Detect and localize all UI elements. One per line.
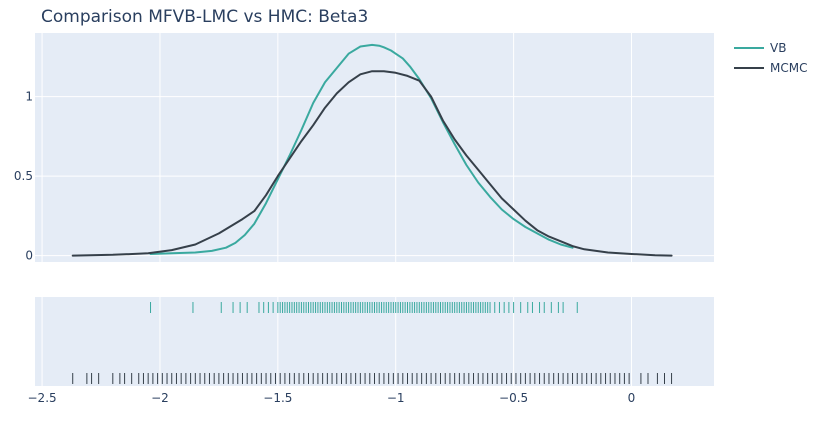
y-axis-ticks: 00.51 xyxy=(14,90,33,263)
y-tick-label: 1 xyxy=(25,90,33,104)
x-tick-label: −1.5 xyxy=(263,391,292,405)
x-tick-label: 0 xyxy=(628,391,636,405)
x-tick-label: −1 xyxy=(387,391,405,405)
x-tick-label: −2.5 xyxy=(28,391,57,405)
y-tick-label: 0 xyxy=(25,249,33,263)
density-lines xyxy=(71,43,673,257)
x-tick-label: −2 xyxy=(151,391,169,405)
rug-marks xyxy=(72,302,673,384)
series-line-vb xyxy=(149,43,574,255)
density-gridlines xyxy=(35,33,714,262)
series-line-mcmc xyxy=(71,70,673,257)
chart-title: Comparison MFVB-LMC vs HMC: Beta3 xyxy=(41,7,368,27)
legend-label: MCMC xyxy=(770,61,807,75)
x-tick-label: −0.5 xyxy=(499,391,528,405)
legend-label: VB xyxy=(770,41,786,55)
legend-item-mcmc[interactable]: MCMC xyxy=(734,61,807,75)
legend-item-vb[interactable]: VB xyxy=(734,41,786,55)
x-axis-ticks: −2.5 −2 −1.5 −1 −0.5 0 xyxy=(28,391,636,405)
y-tick-label: 0.5 xyxy=(14,169,33,183)
legend[interactable]: VB MCMC xyxy=(734,41,807,75)
density-plot-area xyxy=(35,33,714,262)
